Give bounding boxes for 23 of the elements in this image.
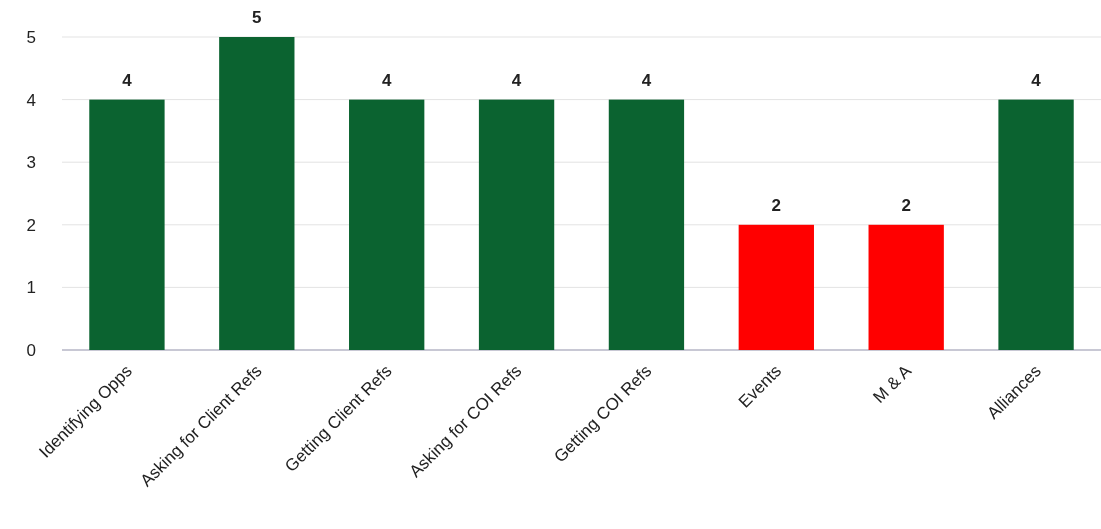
y-tick-label: 2 [26,215,36,235]
data-label: 2 [771,195,782,215]
bar [608,99,685,350]
data-label: 2 [901,195,911,215]
bar [868,224,944,350]
x-tick-label: M & A [869,360,916,407]
data-label: 4 [122,70,133,90]
bar [738,224,814,350]
data-label: 4 [381,70,392,90]
y-tick-label: 0 [26,340,36,360]
data-label: 4 [1031,70,1042,90]
y-tick-label: 4 [26,90,36,110]
bar [219,37,295,350]
data-label: 4 [641,70,652,90]
data-label: 5 [252,8,262,27]
y-tick-label: 3 [26,153,36,173]
y-tick-label: 5 [26,27,36,47]
bar [349,99,425,350]
bar [998,99,1074,350]
y-tick-label: 1 [26,278,36,298]
bar [478,99,555,350]
bar [89,99,165,350]
data-label: 4 [511,70,522,90]
